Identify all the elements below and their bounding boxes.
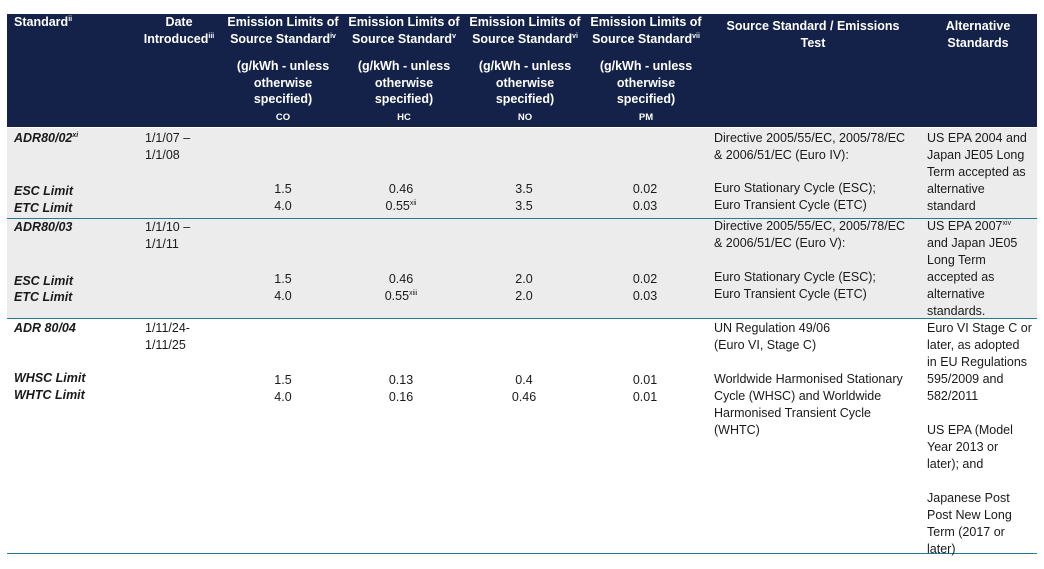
standard-name: ADR80/03 xyxy=(14,220,73,234)
etc-test: Euro Transient Cycle (ETC) xyxy=(714,198,867,212)
etc-co-value: 4.0 xyxy=(274,289,292,303)
row-band-adr80-02 xyxy=(7,128,1037,218)
row-divider xyxy=(7,218,1037,219)
etc-pm-value: 0.03 xyxy=(632,199,658,213)
whtc-hc-value: 0.16 xyxy=(388,390,414,404)
header-source-standard: Source Standard / Emissions Test xyxy=(726,19,900,50)
header-pollutant-hc: HC xyxy=(397,112,411,123)
etc-pm-value: 0.03 xyxy=(632,289,658,303)
header-pollutant-co: CO xyxy=(275,112,291,123)
esc-no-value: 2.0 xyxy=(515,272,533,286)
table-header xyxy=(7,14,1037,127)
whsc-pm-value: 0.01 xyxy=(632,373,658,387)
date-introduced: 1/1/07 –1/1/08 xyxy=(145,131,191,162)
standard-name: ADR 80/04 xyxy=(14,321,76,335)
etc-limit-label: ETC Limit xyxy=(14,290,73,304)
esc-limit-label: ESC Limit xyxy=(14,184,74,198)
etc-no-value: 2.0 xyxy=(515,289,533,303)
header-unit-pm: (g/kWh - unless otherwise specified) xyxy=(599,59,693,106)
standard-name: ADR80/02xi xyxy=(14,131,79,145)
whtc-no-value: 0.46 xyxy=(511,390,537,404)
worldwide-test: Worldwide Harmonised Stationary Cycle (WH… xyxy=(714,372,903,437)
row-divider xyxy=(7,318,1037,319)
header-date-introduced: Date Introducediii xyxy=(143,15,215,46)
whsc-no-value: 0.4 xyxy=(515,373,533,387)
alternative-standards: US EPA 2007xiv and Japan JE05 Long Term ac… xyxy=(927,219,1018,318)
date-introduced: 1/11/24- 1/11/25 xyxy=(145,321,190,352)
esc-hc-value: 0.46 xyxy=(388,182,414,196)
header-emission-co: Emission Limits of Source Standardiv xyxy=(227,15,339,46)
header-unit-no: (g/kWh - unless otherwise specified) xyxy=(478,59,572,106)
whsc-hc-value: 0.13 xyxy=(388,373,414,387)
whtc-limit-label: WHTC Limit xyxy=(14,388,85,402)
alternative-standards: Euro VI Stage C or later, as adopted in EU… xyxy=(927,321,1032,556)
esc-co-value: 1.5 xyxy=(274,272,292,286)
etc-hc-value: 0.55xii xyxy=(385,199,417,213)
esc-limit-label: ESC Limit xyxy=(14,274,74,288)
source-standard: Directive 2005/55/EC, 2005/78/EC & 2006/5… xyxy=(714,219,906,250)
header-standard: Standardii xyxy=(14,15,73,29)
esc-hc-value: 0.46 xyxy=(388,272,414,286)
whtc-co-value: 4.0 xyxy=(274,390,292,404)
whsc-limit-label: WHSC Limit xyxy=(14,371,86,385)
header-unit-co: (g/kWh - unless otherwise specified) xyxy=(236,59,330,106)
esc-test: Euro Stationary Cycle (ESC); xyxy=(714,181,876,195)
source-standard: Directive 2005/55/EC, 2005/78/EC & 2006/5… xyxy=(714,131,906,162)
header-emission-hc: Emission Limits of Source Standardv xyxy=(348,15,460,46)
esc-no-value: 3.5 xyxy=(515,182,533,196)
source-standard: UN Regulation 49/06 (Euro VI, Stage C) xyxy=(714,321,831,352)
whtc-pm-value: 0.01 xyxy=(632,390,658,404)
etc-no-value: 3.5 xyxy=(515,199,533,213)
etc-limit-label: ETC Limit xyxy=(14,201,73,215)
header-pollutant-pm: PM xyxy=(638,112,654,123)
header-alternative-standards: Alternative Standards xyxy=(945,19,1011,50)
esc-co-value: 1.5 xyxy=(274,182,292,196)
etc-test: Euro Transient Cycle (ETC) xyxy=(714,287,867,301)
alternative-standards: US EPA 2004 and Japan JE05 Long Term accep… xyxy=(927,131,1027,213)
whsc-co-value: 1.5 xyxy=(274,373,292,387)
header-emission-no: Emission Limits of Source Standardvi xyxy=(469,15,581,46)
header-emission-pm: Emission Limits of Source Standardvii xyxy=(590,15,702,46)
esc-pm-value: 0.02 xyxy=(632,182,658,196)
etc-co-value: 4.0 xyxy=(274,199,292,213)
header-pollutant-no: NO xyxy=(517,112,533,123)
esc-test: Euro Stationary Cycle (ESC); xyxy=(714,270,876,284)
table-bottom-rule xyxy=(7,553,1037,554)
etc-hc-value: 0.55xiii xyxy=(384,289,418,303)
esc-pm-value: 0.02 xyxy=(632,272,658,286)
header-unit-hc: (g/kWh - unless otherwise specified) xyxy=(357,59,451,106)
row-band-adr80-03 xyxy=(7,219,1037,318)
date-introduced: 1/1/10 –1/1/11 xyxy=(145,220,191,251)
